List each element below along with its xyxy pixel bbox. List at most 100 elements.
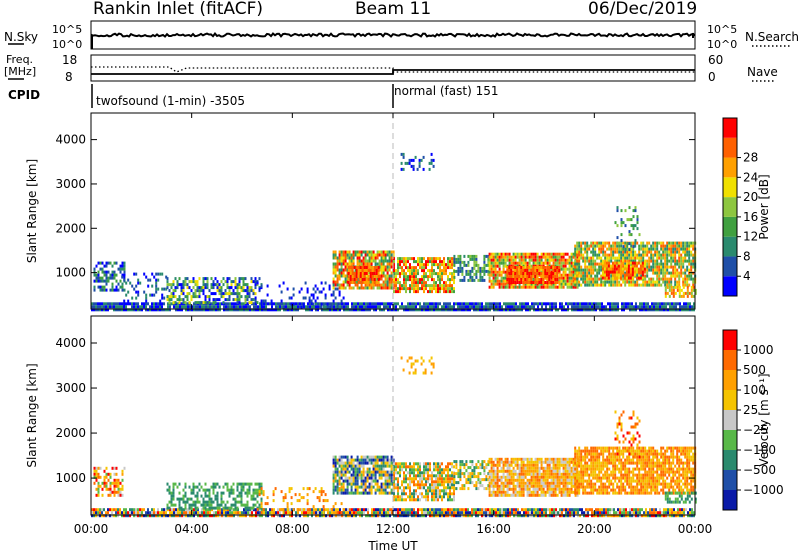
- velocity-cell: [204, 494, 207, 498]
- power-cell: [157, 305, 159, 309]
- power-cell: [654, 283, 657, 287]
- power-cell: [621, 308, 623, 312]
- velocity-cell: [371, 511, 373, 515]
- power-cell: [212, 292, 215, 296]
- velocity-cell: [563, 508, 565, 512]
- power-cell: [632, 253, 635, 257]
- power-cell: [479, 272, 482, 276]
- power-cell: [643, 305, 645, 309]
- power-cell: [373, 269, 376, 272]
- power-cell: [172, 295, 175, 299]
- power-cell: [562, 273, 565, 277]
- power-cell: [584, 271, 587, 275]
- power-cell: [660, 268, 663, 272]
- power-cell: [198, 292, 201, 296]
- power-cell: [620, 248, 623, 252]
- power-cell: [376, 262, 379, 266]
- power-cell: [368, 286, 371, 290]
- velocity-cell: [178, 497, 181, 501]
- velocity-cell: [435, 511, 437, 515]
- velocity-cell: [216, 500, 219, 504]
- power-cell: [235, 308, 237, 312]
- power-cell: [461, 278, 464, 282]
- power-cell: [525, 305, 527, 309]
- power-cell: [611, 273, 614, 277]
- power-cell: [184, 277, 187, 281]
- power-cell: [648, 268, 651, 272]
- power-cell: [524, 264, 527, 268]
- power-cell: [620, 283, 623, 287]
- power-cell: [342, 271, 345, 275]
- power-cell: [678, 259, 681, 263]
- power-cell: [532, 281, 535, 284]
- velocity-cell: [429, 508, 431, 512]
- velocity-cell: [445, 514, 447, 518]
- power-cell: [614, 244, 617, 248]
- power-cell: [411, 266, 413, 270]
- power-cell: [351, 281, 354, 284]
- velocity-cell: [135, 511, 137, 515]
- velocity-cell: [627, 511, 629, 515]
- power-cell: [403, 263, 405, 267]
- power-cell: [200, 301, 203, 305]
- velocity-cell: [569, 508, 571, 512]
- power-cell: [188, 280, 191, 284]
- power-cell: [447, 305, 449, 309]
- power-cell: [552, 269, 555, 272]
- power-cell: [578, 244, 581, 248]
- power-cell: [512, 267, 515, 271]
- velocity-cell: [429, 514, 431, 518]
- power-cell: [598, 283, 601, 287]
- power-cell: [516, 275, 519, 278]
- power-cell: [498, 252, 501, 256]
- power-cell: [572, 270, 575, 274]
- velocity-cell: [637, 511, 639, 515]
- power-cell: [181, 308, 183, 312]
- power-cell: [445, 302, 447, 306]
- power-cell: [550, 255, 553, 259]
- power-cell: [487, 263, 490, 267]
- velocity-cell: [107, 508, 109, 512]
- velocity-cell: [623, 511, 625, 515]
- velocity-cell: [244, 503, 247, 507]
- power-cell: [636, 215, 639, 219]
- velocity-cell: [553, 511, 555, 515]
- velocity-cell: [232, 491, 235, 495]
- power-cell: [439, 281, 441, 285]
- velocity-cell: [399, 511, 401, 515]
- power-cell: [123, 270, 126, 274]
- power-cell: [598, 253, 601, 257]
- power-cell: [316, 287, 319, 291]
- power-cell: [244, 298, 247, 302]
- power-cell: [373, 272, 376, 275]
- power-cell: [437, 302, 439, 306]
- power-cell: [650, 280, 653, 284]
- power-cell: [393, 260, 395, 264]
- power-cell: [259, 305, 261, 309]
- power-cell: [492, 279, 495, 283]
- velocity-cell: [260, 502, 263, 506]
- power-cell: [157, 272, 160, 276]
- power-cell: [349, 308, 351, 312]
- power-cell: [615, 267, 618, 271]
- power-cell: [246, 283, 249, 287]
- power-cell: [670, 250, 673, 254]
- power-cell: [684, 247, 687, 251]
- power-cell: [676, 280, 679, 284]
- power-cell: [360, 286, 363, 290]
- velocity-cell: [255, 508, 257, 512]
- power-cell: [517, 305, 519, 309]
- velocity-cell: [109, 493, 112, 497]
- power-cell: [524, 282, 527, 286]
- velocity-cell: [489, 514, 491, 518]
- power-cell: [280, 290, 283, 294]
- velocity-cell: [493, 514, 495, 518]
- power-cell: [356, 262, 359, 266]
- velocity-cell: [178, 506, 181, 510]
- power-cell: [578, 280, 581, 284]
- power-cell: [569, 302, 571, 306]
- power-cell: [319, 305, 321, 309]
- velocity-cell: [208, 491, 211, 495]
- velocity-cell: [191, 508, 193, 512]
- power-cell: [475, 263, 478, 267]
